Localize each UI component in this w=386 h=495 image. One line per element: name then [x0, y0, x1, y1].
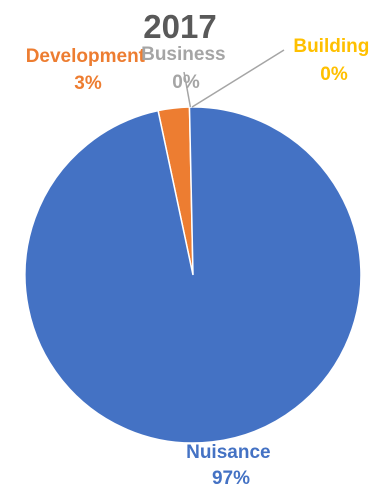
slice-nuisance	[24, 106, 362, 444]
label-nuisance-name: Nuisance	[186, 442, 270, 463]
label-business-value: 0%	[172, 72, 200, 93]
label-business-name: Business	[141, 44, 225, 65]
label-business: Business 0%	[141, 44, 231, 93]
label-development-name: Development	[26, 46, 146, 67]
label-building: Building 0%	[293, 36, 374, 85]
label-development-value: 3%	[74, 73, 102, 94]
pie-slices	[24, 106, 362, 444]
label-building-name: Building	[293, 36, 369, 57]
leader-line-business	[183, 71, 192, 108]
label-nuisance-value: 97%	[212, 468, 250, 489]
label-nuisance: Nuisance 97%	[186, 442, 276, 489]
chart-title: 2017	[143, 8, 216, 45]
leader-line-building	[191, 49, 285, 108]
label-building-value: 0%	[320, 64, 348, 85]
leader-lines	[183, 49, 285, 108]
label-development: Development 3%	[26, 46, 151, 94]
